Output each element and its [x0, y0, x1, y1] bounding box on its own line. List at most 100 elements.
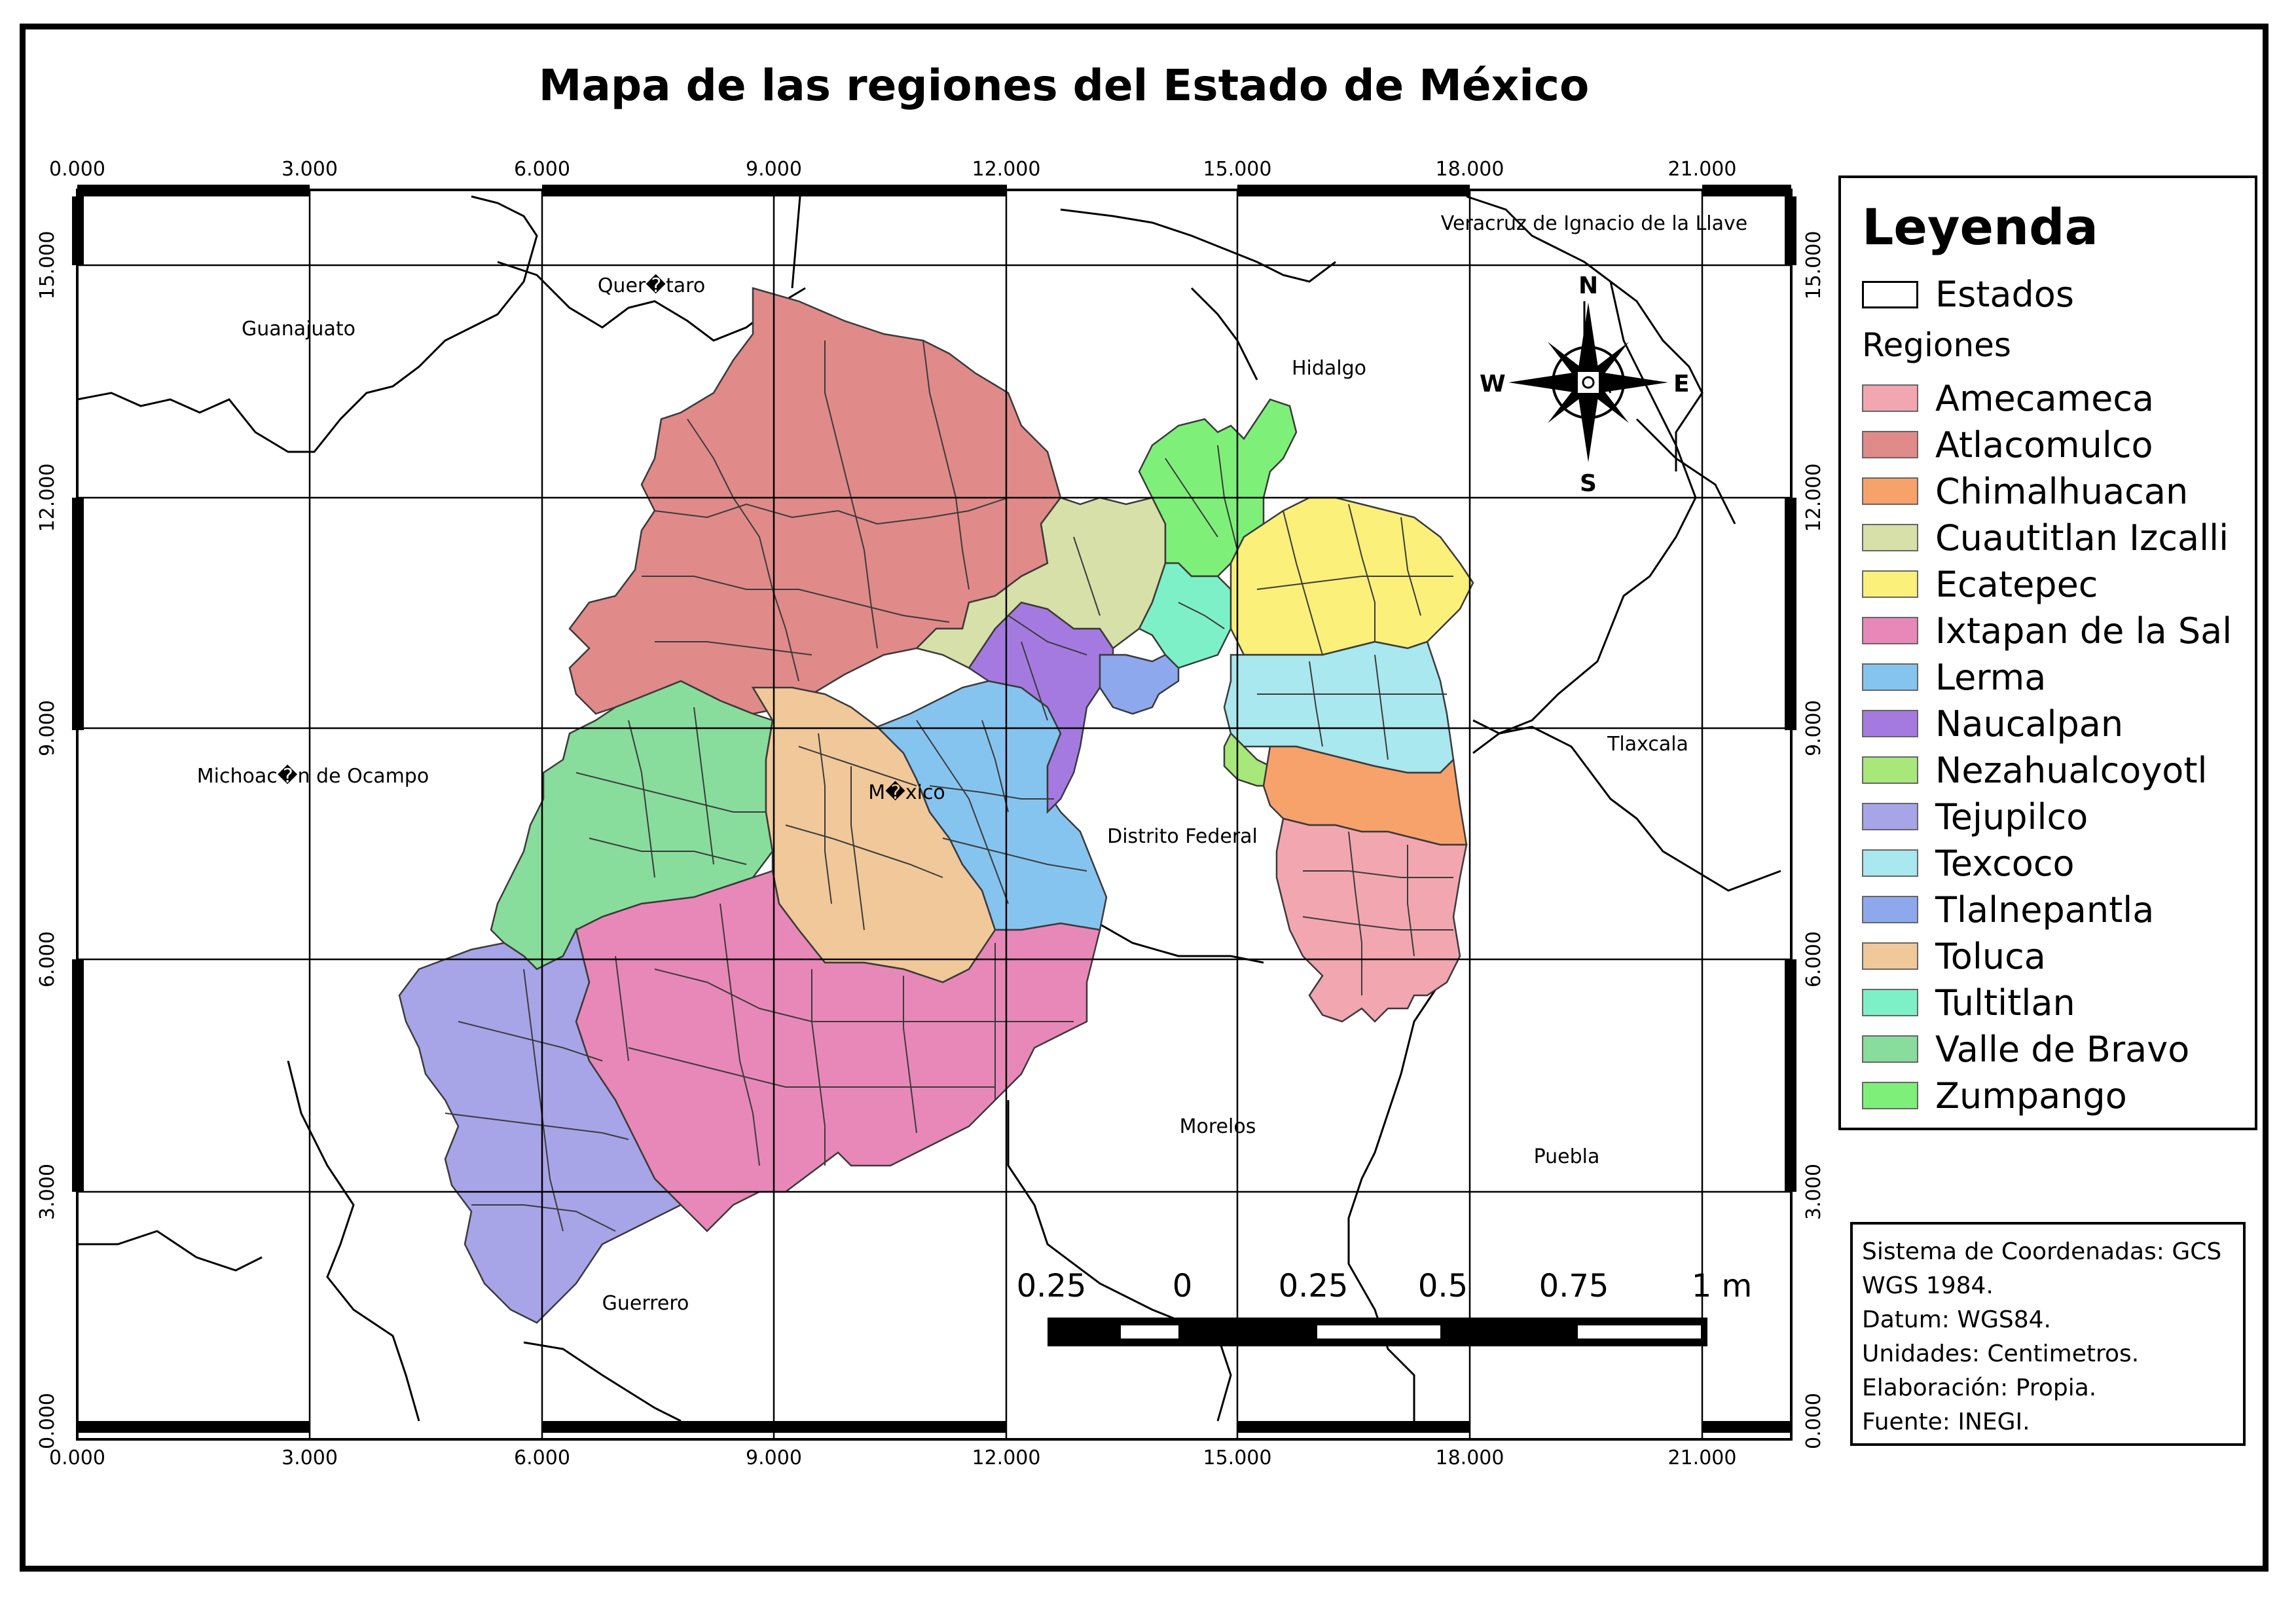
regions-layer [398, 287, 1474, 1324]
legend-swatch [1862, 524, 1918, 551]
scale-bar-segment [1317, 1325, 1440, 1338]
legend-item: Ecatepec [1862, 563, 2098, 605]
legend-item: Lerma [1862, 657, 2046, 698]
label-distrito-federal: Distrito Federal [1107, 825, 1258, 848]
legend-states-label: Estados [1935, 274, 2074, 315]
legend-item: Texcoco [1862, 842, 2075, 884]
compass-point-w [1508, 372, 1578, 393]
x-tick-bottom: 18.000 [1436, 1447, 1504, 1469]
legend-label: Tlalnepantla [1935, 889, 2155, 931]
legend-label: Ecatepec [1935, 563, 2098, 605]
scale-bar: 0.25 0 0.25 0.5 0.75 1 m [1017, 1268, 1752, 1346]
label-hidalgo: Hidalgo [1292, 357, 1366, 380]
scale-bar-segment [1121, 1325, 1178, 1338]
north-arrow: N S E W [1480, 272, 1690, 497]
x-tick-bottom: 12.000 [972, 1447, 1041, 1469]
state-boundaries [77, 195, 1781, 1422]
place-labels: Veracruz de Ignacio de la Llave Quer�tar… [197, 212, 1747, 1315]
x-tick-top: 12.000 [972, 158, 1041, 181]
x-tick-top: 15.000 [1203, 158, 1272, 181]
legend-item: Chimalhuacan [1862, 470, 2189, 512]
info-line: Fuente: INEGI. [1862, 1409, 2030, 1435]
x-tick-top: 6.000 [514, 158, 570, 181]
label-mexico: M�xico [868, 781, 945, 804]
x-tick-bottom: 0.000 [49, 1447, 105, 1469]
x-tick-top: 21.000 [1668, 158, 1737, 181]
y-tick-right: 3.000 [1802, 1164, 1825, 1220]
label-queretaro: Quer�taro [598, 274, 705, 297]
legend-swatch [1862, 384, 1918, 412]
info-line: Elaboración: Propia. [1862, 1375, 2097, 1401]
region-tultitlan[interactable] [1138, 562, 1232, 669]
scale-label: 0.5 [1418, 1268, 1468, 1304]
compass-point-sw [1548, 389, 1582, 423]
compass-point-e [1599, 372, 1668, 393]
legend-swatch [1862, 942, 1918, 970]
legend-swatch-states [1862, 280, 1918, 308]
info-line: Sistema de Coordenadas: GCS [1862, 1238, 2222, 1265]
info-line: Unidades: Centimetros. [1862, 1340, 2140, 1367]
y-tick-left: 12.000 [36, 464, 59, 532]
scale-label: 0 [1173, 1268, 1193, 1304]
x-tick-bottom: 9.000 [746, 1447, 802, 1469]
legend-swatch [1862, 431, 1918, 458]
metadata-box: Sistema de Coordenadas: GCS WGS 1984. Da… [1850, 1222, 2246, 1446]
region-texcoco[interactable] [1223, 640, 1455, 774]
compass-point-n [1578, 303, 1599, 372]
legend-item: Nezahualcoyotl [1862, 750, 2208, 791]
compass-label-w: W [1480, 371, 1506, 397]
legend-swatch [1862, 1035, 1918, 1063]
label-tlaxcala: Tlaxcala [1607, 733, 1688, 756]
municipal-boundaries [445, 340, 1453, 1232]
legend-item: Zumpango [1862, 1075, 2127, 1116]
region-tejupilco[interactable] [398, 927, 683, 1324]
legend-label: Ixtapan de la Sal [1935, 610, 2232, 652]
scale-bar-segment [1578, 1325, 1701, 1338]
legend-item: Naucalpan [1862, 703, 2124, 745]
y-tick-right: 6.000 [1802, 931, 1825, 987]
legend-swatch [1862, 617, 1918, 644]
compass-label-e: E [1673, 371, 1690, 397]
legend: Leyenda Estados Regiones Amecameca Atlac… [1838, 175, 2257, 1130]
y-tick-right: 0.000 [1802, 1393, 1825, 1449]
legend-item: Ixtapan de la Sal [1862, 610, 2232, 652]
compass-point-s [1578, 393, 1599, 462]
label-veracruz: Veracruz de Ignacio de la Llave [1441, 212, 1747, 235]
legend-item: Cuautitlan Izcalli [1862, 517, 2229, 559]
legend-item: Tultitlan [1862, 982, 2075, 1024]
region-amecameca[interactable] [1275, 817, 1468, 1023]
legend-label: Valle de Bravo [1935, 1028, 2190, 1070]
x-tick-bottom: 3.000 [282, 1447, 338, 1469]
x-tick-top: 9.000 [746, 158, 802, 181]
legend-label: Tejupilco [1935, 796, 2088, 838]
x-tick-top: 3.000 [282, 158, 338, 181]
info-line: Datum: WGS84. [1862, 1306, 2051, 1333]
compass-point-nw [1548, 342, 1582, 376]
x-ticks-bottom: 0.000 3.000 6.000 9.000 12.000 15.000 18… [49, 1447, 1736, 1469]
legend-label: Atlacomulco [1935, 424, 2153, 466]
label-puebla: Puebla [1534, 1145, 1600, 1168]
label-morelos: Morelos [1180, 1115, 1256, 1138]
legend-label: Texcoco [1935, 842, 2075, 884]
legend-swatch [1862, 896, 1918, 923]
y-tick-left: 6.000 [36, 931, 59, 987]
legend-label: Naucalpan [1935, 703, 2124, 745]
legend-swatch [1862, 989, 1918, 1016]
y-tick-left: 0.000 [36, 1393, 59, 1449]
legend-title: Leyenda [1862, 198, 2098, 256]
legend-label: Toluca [1935, 935, 2046, 977]
legend-swatch [1862, 663, 1918, 691]
legend-item: Toluca [1862, 935, 2046, 977]
compass-point-se [1595, 389, 1629, 423]
legend-label: Chimalhuacan [1935, 470, 2189, 512]
region-tlalnepantla[interactable] [1099, 654, 1180, 715]
legend-label: Tultitlan [1935, 982, 2075, 1024]
x-tick-top: 18.000 [1436, 158, 1504, 181]
map-title: Mapa de las regiones del Estado de Méxic… [538, 60, 1590, 111]
scale-label: 0.25 [1279, 1268, 1349, 1304]
y-tick-right: 9.000 [1802, 700, 1825, 756]
legend-swatch [1862, 756, 1918, 784]
legend-swatch [1862, 849, 1918, 877]
frame-bars [72, 185, 1796, 1433]
